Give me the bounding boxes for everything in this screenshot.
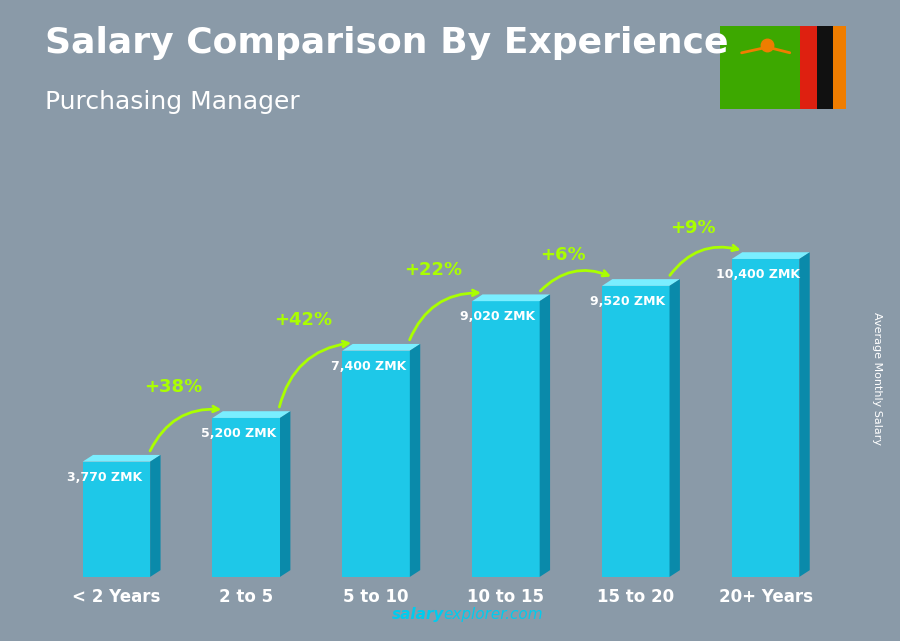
Bar: [212, 418, 280, 577]
Text: +42%: +42%: [274, 311, 332, 329]
Text: Purchasing Manager: Purchasing Manager: [45, 90, 300, 113]
Bar: [472, 301, 540, 577]
Polygon shape: [212, 412, 291, 418]
Bar: [732, 259, 799, 577]
Bar: [833, 26, 846, 109]
Polygon shape: [280, 412, 291, 577]
Polygon shape: [410, 344, 420, 577]
Text: +6%: +6%: [540, 246, 586, 264]
Bar: [342, 351, 410, 577]
Polygon shape: [472, 294, 550, 301]
Bar: [602, 286, 670, 577]
Polygon shape: [602, 279, 680, 286]
Polygon shape: [732, 253, 810, 259]
Text: Average Monthly Salary: Average Monthly Salary: [872, 312, 883, 445]
Polygon shape: [799, 253, 810, 577]
Text: 9,020 ZMK: 9,020 ZMK: [461, 310, 536, 323]
Text: Salary Comparison By Experience: Salary Comparison By Experience: [45, 26, 728, 60]
Text: 5,200 ZMK: 5,200 ZMK: [201, 427, 276, 440]
Text: explorer.com: explorer.com: [443, 607, 543, 622]
Text: +38%: +38%: [144, 378, 202, 396]
Polygon shape: [540, 294, 550, 577]
Bar: [816, 26, 833, 109]
Text: salary: salary: [392, 607, 444, 622]
Text: 10,400 ZMK: 10,400 ZMK: [716, 268, 800, 281]
Polygon shape: [150, 455, 160, 577]
Bar: [83, 462, 150, 577]
Text: +22%: +22%: [404, 261, 463, 279]
Bar: [800, 26, 816, 109]
Text: 3,770 ZMK: 3,770 ZMK: [68, 471, 142, 484]
Polygon shape: [670, 279, 680, 577]
Polygon shape: [83, 455, 160, 462]
Text: 7,400 ZMK: 7,400 ZMK: [330, 360, 406, 373]
Text: 9,520 ZMK: 9,520 ZMK: [590, 295, 665, 308]
Text: +9%: +9%: [670, 219, 716, 237]
Polygon shape: [342, 344, 420, 351]
